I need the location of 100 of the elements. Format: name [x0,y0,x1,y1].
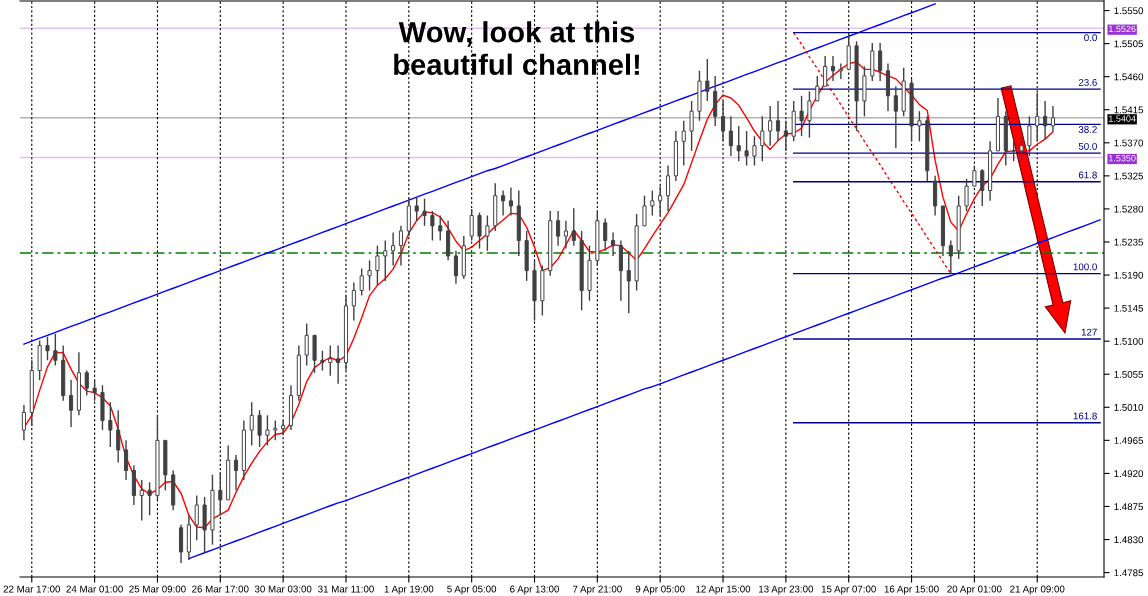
candlestick [563,219,568,250]
x-tick-label: 5 Apr 05:00 [447,585,497,595]
series-label: 127 [1081,328,1097,336]
y-tick-label: 1.5145 [1114,304,1144,312]
series-label: 0.0 [1084,34,1097,42]
x-tick-label: 25 Mar 09:00 [129,585,186,593]
candlestick [830,55,836,82]
candlestick [752,135,757,167]
y-tick-label: 1.5190 [1114,271,1144,279]
x-tick-label: 12 Apr 15:00 [696,585,751,595]
y-tick-label: 1.5415 [1114,106,1144,114]
candlestick [477,211,482,250]
candlestick [375,244,380,287]
candlestick [720,100,726,143]
candlestick [359,267,364,297]
y-tick-label: 1.5460 [1114,73,1144,81]
candlestick [249,401,254,447]
x-tick-label: 13 Apr 23:00 [759,585,814,595]
candlestick [744,130,749,167]
x-tick-label: 1 Apr 19:00 [384,585,434,595]
candlestick [69,379,74,428]
series-label: 23.6 [1078,78,1097,86]
candlestick [964,178,969,212]
candlestick [383,239,388,282]
y-tick-label: 1.5280 [1114,205,1144,213]
candlestick [642,194,647,227]
candlestick [1019,135,1024,160]
annotation: Wow, look at this beautiful channel! [394,21,640,76]
series-label: 50.0 [1078,142,1097,150]
candlestick [218,471,223,516]
candlestick [367,259,372,292]
candlestick [84,369,89,397]
candlestick [1035,92,1040,143]
x-tick-label: 6 Apr 13:00 [510,585,559,595]
candlestick [398,225,404,267]
candlestick [281,419,286,436]
candlestick [320,350,325,372]
candlestick [501,189,506,217]
y-tick-label: 1.4920 [1114,470,1144,478]
candlestick [304,322,309,367]
candlestick [108,401,113,448]
candlestick [485,214,490,252]
x-tick-label: 15 Apr 07:00 [821,585,876,595]
series-label: 38.2 [1078,126,1097,133]
x-tick-label: 24 Mar 01:00 [66,585,123,593]
candlestick [705,58,710,102]
candlestick [45,336,50,361]
y-tick-label: 1.4965 [1114,437,1144,444]
x-tick-label: 7 Apr 21:00 [572,585,622,595]
candlestick [21,404,26,442]
x-tick-label: 16 Apr 15:00 [884,585,939,595]
line-series [23,3,936,345]
candlestick [414,197,419,222]
y-tick-label: 1.4830 [1114,536,1144,544]
candlestick [823,55,828,87]
candlestick [728,115,733,157]
candlestick [603,217,608,252]
y-tick-label: 1.4785 [1114,569,1144,577]
candlestick [948,239,953,275]
candlestick [1011,140,1016,162]
candlestick [893,85,898,149]
candlestick [846,33,851,71]
candlestick [611,231,616,257]
candlestick [469,208,474,242]
candlestick [689,100,694,152]
ref-line-label: 1.5350 [1109,155,1136,162]
x-tick-label: 31 Mar 11:00 [318,585,374,593]
candlestick [736,125,741,162]
candlestick [328,344,333,377]
candlestick [453,250,459,285]
candlestick [1043,100,1048,140]
y-tick-label: 1.5010 [1114,404,1144,411]
candlestick [878,42,883,82]
candlestick [508,186,513,217]
candlestick [391,231,396,267]
candlestick [257,409,262,448]
candlestick [650,189,655,217]
y-tick-label: 1.5325 [1114,172,1144,180]
candlestick [92,379,97,402]
ref-line-label: 1.5404 [1109,115,1136,122]
candlestick [807,90,812,139]
candlestick [233,454,239,492]
line-series [793,31,952,275]
candlestick [430,210,435,242]
candlestick [760,115,765,162]
candlestick [123,439,129,481]
candlestick [799,95,804,137]
candlestick [972,164,977,187]
series-label: 61.8 [1078,171,1097,179]
candlestick [681,120,686,167]
candlestick [273,419,278,442]
x-tick-label: 20 Apr 01:00 [947,585,1002,595]
y-tick-label: 1.5055 [1114,370,1144,378]
candlestick [1050,105,1055,132]
candlestick [571,207,576,247]
candlestick [422,197,427,227]
x-tick-label: 26 Mar 17:00 [192,585,249,593]
x-tick-label: 30 Mar 03:00 [254,585,312,593]
y-tick-label: 1.5100 [1114,337,1144,345]
candlestick [139,479,144,522]
